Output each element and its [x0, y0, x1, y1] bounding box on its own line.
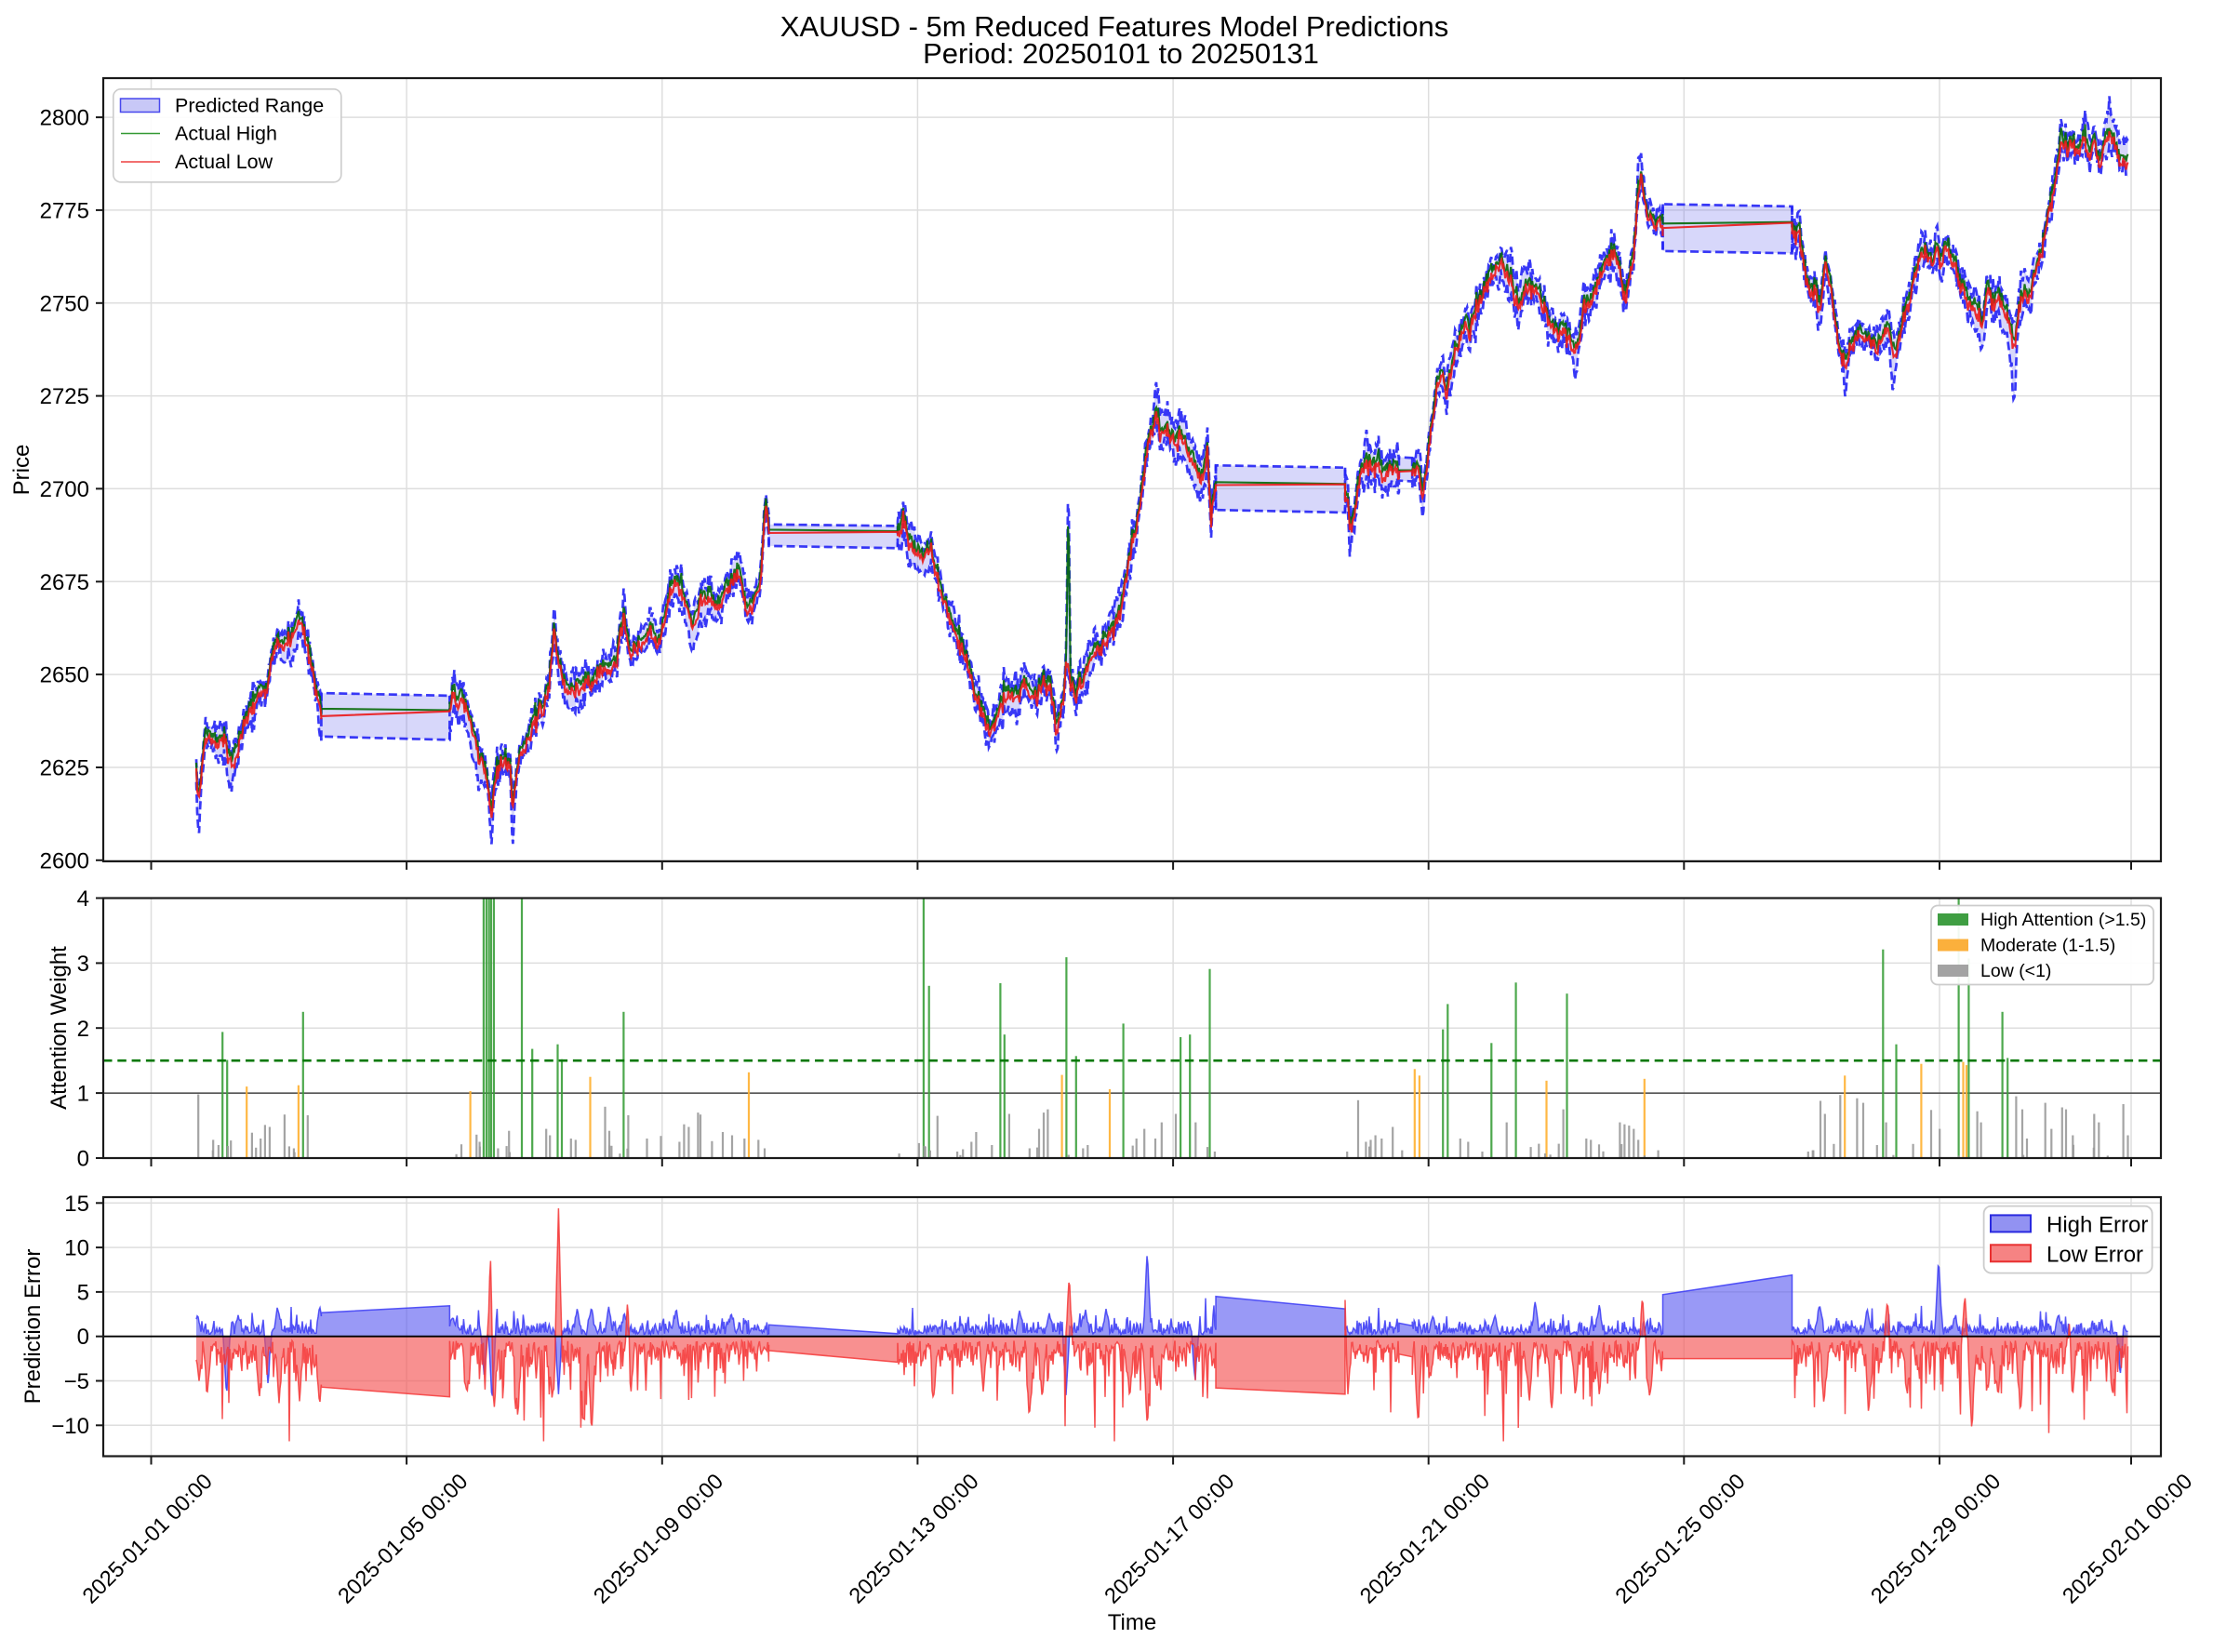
svg-text:3: 3	[77, 952, 89, 977]
svg-text:2725: 2725	[40, 384, 89, 409]
svg-text:Prediction Error: Prediction Error	[20, 1249, 46, 1405]
svg-text:−5: −5	[64, 1369, 89, 1394]
svg-text:2800: 2800	[40, 106, 89, 131]
svg-text:Time: Time	[1108, 1610, 1156, 1635]
svg-text:4: 4	[77, 886, 89, 912]
svg-text:0: 0	[77, 1325, 89, 1350]
svg-text:Price: Price	[9, 445, 34, 496]
svg-text:High Attention (>1.5): High Attention (>1.5)	[1980, 910, 2146, 930]
svg-text:Actual Low: Actual Low	[175, 151, 273, 173]
svg-text:15: 15	[64, 1192, 89, 1217]
svg-text:2750: 2750	[40, 291, 89, 316]
svg-text:5: 5	[77, 1280, 89, 1305]
svg-text:Period: 20250101 to 20250131: Period: 20250101 to 20250131	[923, 37, 1319, 70]
svg-text:0: 0	[77, 1147, 89, 1172]
svg-text:1: 1	[77, 1082, 89, 1107]
svg-text:Attention Weight: Attention Weight	[47, 946, 72, 1110]
svg-text:2775: 2775	[40, 198, 89, 223]
svg-text:High Error: High Error	[2046, 1212, 2148, 1237]
svg-text:2600: 2600	[40, 848, 89, 873]
svg-text:2625: 2625	[40, 756, 89, 781]
svg-text:2650: 2650	[40, 663, 89, 688]
svg-text:2675: 2675	[40, 570, 89, 595]
svg-text:Actual High: Actual High	[175, 123, 277, 145]
svg-text:−10: −10	[51, 1414, 89, 1439]
svg-text:Low Error: Low Error	[2046, 1242, 2143, 1267]
svg-text:Predicted Range: Predicted Range	[175, 95, 324, 117]
svg-text:XAUUSD - 5m Reduced Features M: XAUUSD - 5m Reduced Features Model Predi…	[780, 10, 1448, 43]
svg-text:Low (<1): Low (<1)	[1980, 961, 2051, 981]
svg-text:2700: 2700	[40, 477, 89, 502]
svg-text:Moderate (1-1.5): Moderate (1-1.5)	[1980, 936, 2115, 956]
svg-text:2: 2	[77, 1017, 89, 1042]
svg-text:10: 10	[64, 1236, 89, 1261]
